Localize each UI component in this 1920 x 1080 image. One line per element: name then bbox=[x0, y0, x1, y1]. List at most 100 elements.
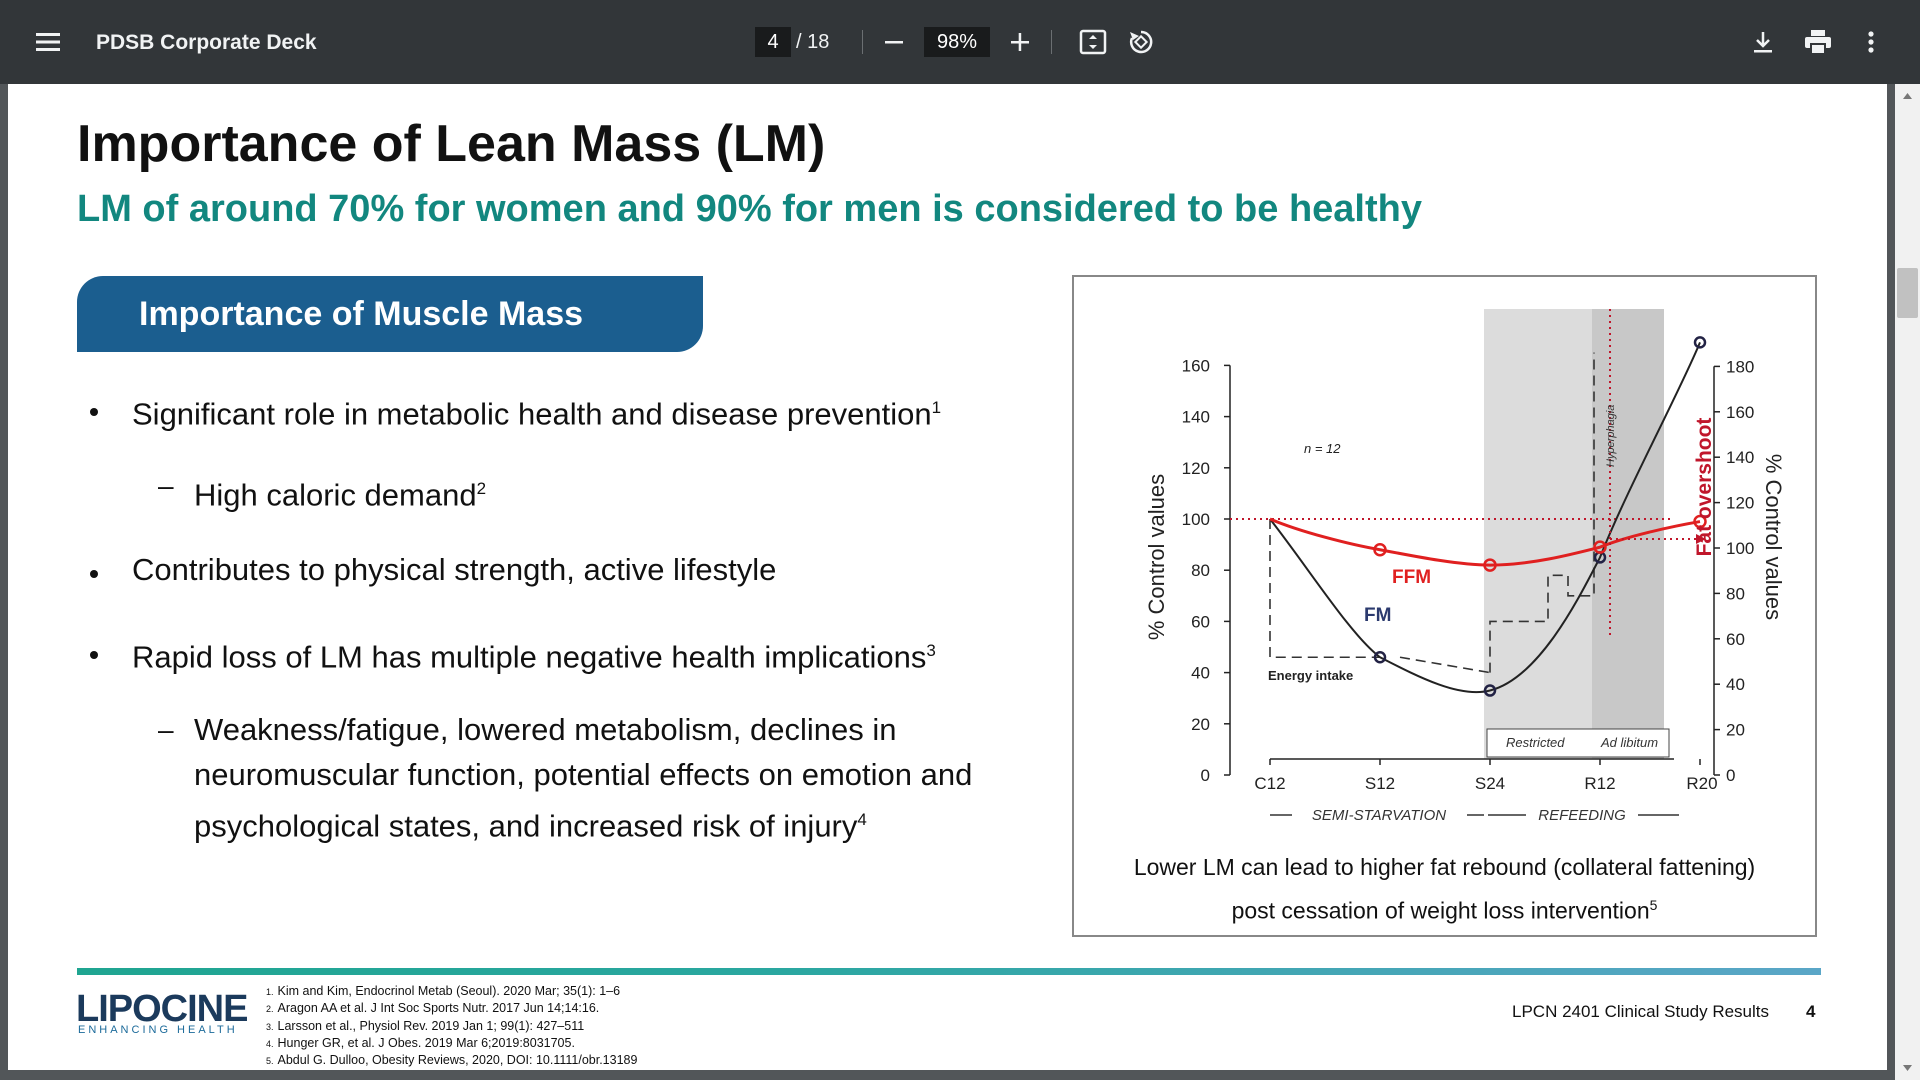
zoom-out-icon[interactable] bbox=[878, 26, 910, 58]
ffm-data-point bbox=[1483, 558, 1497, 572]
left-axis-title: % Control values bbox=[1144, 474, 1169, 640]
slide-page-number: 4 bbox=[1806, 1002, 1816, 1021]
right-axis-tick-label: 100 bbox=[1726, 539, 1754, 558]
semi-starvation-label: SEMI-STARVATION bbox=[1312, 807, 1446, 824]
references: 1. Kim and Kim, Endocrinol Metab (Seoul).… bbox=[266, 983, 637, 1069]
fit-page-icon[interactable] bbox=[1076, 25, 1110, 59]
x-axis-tick-label: R20 bbox=[1686, 774, 1717, 793]
fm-data-point bbox=[1693, 336, 1707, 349]
x-axis-tick-label: C12 bbox=[1254, 774, 1285, 793]
left-axis-tick-label: 40 bbox=[1191, 664, 1210, 683]
refeeding-zone-shade bbox=[1484, 309, 1592, 759]
plot-area: 0 20 40 60 80 100 120 140 160 0 20 40 60 80 100 120 140 1… bbox=[1144, 309, 1786, 825]
right-axis-tick-label: 180 bbox=[1726, 357, 1754, 376]
bullet-dot bbox=[90, 408, 98, 416]
overshoot-arrow-head bbox=[1696, 534, 1706, 544]
bullet-dot bbox=[90, 570, 98, 578]
document-title: PDSB Corporate Deck bbox=[96, 31, 317, 54]
right-axis-tick-label: 0 bbox=[1726, 766, 1735, 785]
reference-item: 1. Kim and Kim, Endocrinol Metab (Seoul).… bbox=[266, 984, 621, 998]
menu-icon[interactable] bbox=[30, 26, 66, 58]
slide-title: Importance of Lean Mass (LM) bbox=[77, 115, 826, 173]
left-axis-tick-label: 80 bbox=[1191, 561, 1210, 580]
rotate-icon[interactable] bbox=[1124, 25, 1158, 59]
fm-label: FM bbox=[1364, 605, 1391, 626]
logo-tagline: ENHANCING HEALTH bbox=[78, 1024, 238, 1036]
reference-item: 4. Hunger GR, et al. J Obes. 2019 Mar 6;2… bbox=[266, 1035, 575, 1050]
figure-frame: 0 20 40 60 80 100 120 140 160 0 20 40 60 80 100 120 140 1… bbox=[1072, 275, 1817, 937]
lipocine-logo: LIPOCINE bbox=[76, 988, 248, 1030]
refeeding-label-bg bbox=[1526, 803, 1638, 825]
ad-libitum-zone-shade bbox=[1592, 309, 1664, 759]
page-number-input[interactable]: 4 bbox=[755, 27, 791, 57]
bullet-dot bbox=[90, 651, 98, 659]
print-icon[interactable] bbox=[1800, 26, 1836, 58]
weight-regain-chart: 0 20 40 60 80 100 120 140 160 0 20 40 60 80 100 120 140 1… bbox=[1144, 309, 1786, 825]
toolbar-divider bbox=[862, 30, 863, 54]
hyperphagia-label: Hyperphagia bbox=[1605, 405, 1617, 467]
ad-libitum-label: Ad libitum bbox=[1600, 735, 1658, 750]
fm-data-point bbox=[1373, 650, 1387, 664]
ffm-label: FFM bbox=[1392, 567, 1431, 588]
right-axis-tick-label: 140 bbox=[1726, 448, 1754, 467]
pdf-toolbar: PDSB Corporate Deck 4 / 18 98% bbox=[0, 0, 1920, 84]
right-axis-tick-label: 120 bbox=[1726, 494, 1754, 513]
right-axis-title: % Control values bbox=[1761, 454, 1786, 620]
download-icon[interactable] bbox=[1746, 26, 1780, 58]
right-axis-tick-label: 80 bbox=[1726, 584, 1745, 603]
section-header: Importance of Muscle Mass bbox=[77, 276, 703, 352]
left-axis-tick-label: 60 bbox=[1191, 612, 1210, 631]
bullet-3: Rapid loss of LM has multiple negative h… bbox=[132, 639, 936, 675]
fat-overshoot-label: Fat overshoot bbox=[1693, 418, 1716, 557]
figure-caption: Lower LM can lead to higher fat rebound … bbox=[1133, 854, 1756, 924]
sub-bullet-2: Weakness/fatigue, lowered metabolism, de… bbox=[194, 712, 973, 844]
sub-bullet-dash: – bbox=[158, 470, 174, 501]
toolbar-divider bbox=[1051, 30, 1052, 54]
vertical-scrollbar[interactable] bbox=[1895, 84, 1920, 1080]
page-total: / 18 bbox=[796, 31, 830, 53]
slide-subtitle: LM of around 70% for women and 90% for m… bbox=[77, 188, 1422, 230]
footer-divider bbox=[77, 968, 1821, 975]
left-axis-tick-label: 0 bbox=[1201, 766, 1210, 785]
fm-series-line bbox=[1269, 341, 1701, 694]
right-axis-tick-label: 160 bbox=[1726, 403, 1754, 422]
semi-starvation-label-bg bbox=[1292, 803, 1467, 825]
scroll-down-icon bbox=[1903, 1065, 1912, 1071]
left-axis-tick-label: 120 bbox=[1182, 459, 1210, 478]
scrollbar-thumb[interactable] bbox=[1897, 268, 1918, 318]
left-axis-tick-label: 160 bbox=[1182, 356, 1210, 375]
reference-item: 5. Abdul G. Dulloo, Obesity Reviews, 2020… bbox=[266, 1053, 638, 1068]
zoom-level-input[interactable]: 98% bbox=[924, 27, 990, 57]
refeeding-label: REFEEDING bbox=[1538, 807, 1626, 824]
right-axis-tick-label: 20 bbox=[1726, 721, 1745, 740]
section-header-label: Importance of Muscle Mass bbox=[139, 294, 584, 333]
scroll-up-icon bbox=[1903, 93, 1912, 99]
ffm-data-point bbox=[1373, 542, 1387, 557]
reference-item: 3. Larsson et al., Physiol Rev. 2019 Jan … bbox=[266, 1018, 585, 1033]
restricted-label: Restricted bbox=[1506, 735, 1565, 750]
n-label: n = 12 bbox=[1304, 441, 1341, 456]
left-axis-tick-label: 140 bbox=[1182, 408, 1210, 427]
phase-legend-box bbox=[1486, 728, 1670, 758]
ffm-series-line bbox=[1269, 517, 1701, 567]
x-axis-tick-label: R12 bbox=[1584, 774, 1615, 793]
x-axis-tick-label: S12 bbox=[1365, 774, 1395, 793]
footer-study-label: LPCN 2401 Clinical Study Results bbox=[1512, 1002, 1770, 1021]
sub-bullet-1: High caloric demand2 bbox=[194, 477, 487, 513]
bullet-2: Contributes to physical strength, active… bbox=[132, 552, 777, 587]
ffm-data-point bbox=[1593, 540, 1607, 554]
fm-data-point bbox=[1483, 684, 1497, 697]
ffm-data-point bbox=[1693, 514, 1707, 529]
reference-item: 2. Aragon AA et al. J Int Soc Sports Nutr… bbox=[266, 1001, 600, 1016]
energy-intake-line bbox=[1269, 352, 1595, 674]
bullet-1: Significant role in metabolic health and… bbox=[132, 396, 942, 432]
left-axis-tick-label: 100 bbox=[1182, 510, 1210, 529]
left-axis-tick-label: 20 bbox=[1191, 715, 1210, 734]
x-axis-tick-label: S24 bbox=[1475, 774, 1505, 793]
energy-intake-label: Energy intake bbox=[1268, 668, 1353, 683]
sub-bullet-dash: – bbox=[158, 714, 174, 745]
zoom-in-icon[interactable] bbox=[1004, 26, 1036, 58]
more-options-icon[interactable] bbox=[1856, 26, 1886, 58]
right-axis-tick-label: 60 bbox=[1726, 630, 1745, 649]
right-axis-tick-label: 40 bbox=[1726, 675, 1745, 694]
